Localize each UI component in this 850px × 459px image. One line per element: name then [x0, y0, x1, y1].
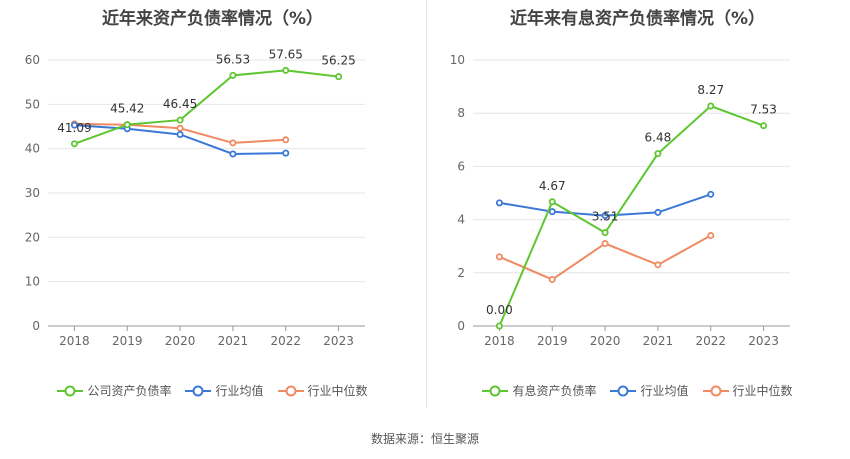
right-chart-panel: 近年来有息资产负债率情况（%） 0 2 4 6 8 10 2018 2019 2020 2021 2…: [425, 0, 850, 420]
legend-line-icon: [482, 385, 509, 396]
x-tick-label: 2020: [590, 334, 621, 348]
legend-item-company[interactable]: 有息资产负债率: [482, 382, 596, 399]
data-label: 57.65: [269, 47, 303, 61]
legend-line-icon: [185, 385, 212, 396]
data-point-company[interactable]: [760, 122, 768, 130]
data-label: 0.00: [486, 303, 513, 317]
legend-label: 行业中位数: [307, 384, 368, 398]
data-point-avg[interactable]: [176, 130, 184, 138]
data-label: 7.53: [750, 103, 777, 117]
x-tick-label: 2023: [748, 334, 779, 348]
legend-label: 行业均值: [640, 384, 689, 398]
left-chart-panel: 近年来资产负债率情况（%） 0 10 20 30 40 50 60 2018 2019 2020 2…: [0, 0, 425, 420]
x-tick-label: 2020: [165, 334, 196, 348]
series-line-company: [498, 104, 764, 327]
y-tick-label: 8: [457, 106, 465, 120]
data-source-text: 数据来源：恒生聚源: [370, 432, 479, 446]
legend-item-median[interactable]: 行业中位数: [702, 382, 793, 399]
legend-line-icon: [702, 385, 729, 396]
data-label: 41.09: [57, 121, 91, 135]
data-point-company[interactable]: [707, 102, 715, 110]
data-point-median[interactable]: [654, 261, 662, 269]
y-tick-label: 0: [457, 319, 465, 333]
y-tick-label: 10: [450, 53, 465, 67]
y-tick-label: 10: [25, 275, 40, 289]
y-tick-label: 4: [457, 213, 465, 227]
y-tick-label: 60: [25, 53, 40, 67]
data-point-median[interactable]: [601, 240, 609, 248]
data-label: 45.42: [110, 102, 144, 116]
y-tick-label: 0: [32, 319, 40, 333]
y-tick-label: 6: [457, 159, 465, 173]
data-point-company[interactable]: [601, 229, 609, 237]
data-point-company[interactable]: [123, 121, 131, 129]
data-point-median[interactable]: [282, 136, 290, 144]
data-point-company[interactable]: [548, 198, 556, 206]
legend-label: 有息资产负债率: [512, 384, 597, 398]
legend-label: 公司资产负债率: [87, 384, 172, 398]
data-label: 8.27: [697, 83, 724, 97]
data-point-median[interactable]: [176, 124, 184, 132]
x-tick-label: 2022: [695, 334, 726, 348]
data-point-median[interactable]: [229, 139, 237, 147]
data-label: 3.51: [592, 210, 619, 224]
legend-item-avg[interactable]: 行业均值: [185, 382, 264, 399]
data-label: 4.67: [539, 179, 566, 193]
data-point-avg[interactable]: [70, 121, 78, 129]
data-point-avg[interactable]: [601, 212, 609, 220]
x-tick-label: 2018: [484, 334, 515, 348]
legend-line-icon: [57, 385, 84, 396]
left-chart-plot: 0 10 20 30 40 50 60 2018 2019 2020 2021 2022 2023 41.…: [25, 47, 365, 348]
data-point-avg[interactable]: [707, 190, 715, 198]
legend-item-avg[interactable]: 行业均值: [610, 382, 689, 399]
x-tick-label: 2021: [218, 334, 249, 348]
right-chart-title: 近年来有息资产负债率情况（%）: [509, 9, 766, 29]
right-chart-legend: 有息资产负债率 行业均值 行业中位数: [425, 382, 850, 399]
legend-item-company[interactable]: 公司资产负债率: [57, 382, 171, 399]
y-tick-label: 30: [25, 186, 40, 200]
data-point-avg[interactable]: [654, 208, 662, 216]
data-label: 46.45: [163, 97, 197, 111]
data-point-median[interactable]: [548, 275, 556, 283]
legend-line-icon: [610, 385, 637, 396]
right-chart-plot: 0 2 4 6 8 10 2018 2019 2020 2021 2022 2023 0.00 4.67 3…: [450, 53, 790, 348]
legend-item-median[interactable]: 行业中位数: [277, 382, 368, 399]
x-tick-label: 2019: [537, 334, 568, 348]
data-point-avg[interactable]: [495, 199, 503, 207]
data-label: 6.48: [645, 131, 672, 145]
left-chart-legend: 公司资产负债率 行业均值 行业中位数: [0, 382, 425, 399]
y-tick-label: 50: [25, 97, 40, 111]
legend-line-icon: [277, 385, 304, 396]
x-tick-label: 2022: [270, 334, 301, 348]
data-point-company[interactable]: [176, 116, 184, 124]
data-point-avg[interactable]: [548, 208, 556, 216]
data-label: 56.53: [216, 52, 250, 66]
x-tick-label: 2018: [59, 334, 90, 348]
data-point-company[interactable]: [654, 150, 662, 158]
left-chart-title: 近年来资产负债率情况（%）: [101, 9, 324, 29]
data-point-median[interactable]: [495, 253, 503, 261]
x-tick-label: 2023: [323, 334, 354, 348]
data-label: 56.25: [321, 54, 355, 68]
x-tick-label: 2021: [643, 334, 674, 348]
data-point-avg[interactable]: [229, 150, 237, 158]
data-point-company[interactable]: [495, 322, 503, 330]
x-tick-label: 2019: [112, 334, 143, 348]
panel-divider: [426, 0, 427, 408]
y-tick-label: 20: [25, 230, 40, 244]
legend-label: 行业中位数: [732, 384, 793, 398]
data-point-company[interactable]: [229, 71, 237, 79]
data-point-avg[interactable]: [282, 149, 290, 157]
data-point-company[interactable]: [282, 66, 290, 74]
y-tick-label: 2: [457, 266, 465, 280]
data-point-company[interactable]: [335, 73, 343, 81]
legend-label: 行业均值: [215, 384, 264, 398]
data-point-company[interactable]: [70, 140, 78, 148]
y-tick-label: 40: [25, 142, 40, 156]
data-point-median[interactable]: [707, 232, 715, 240]
series-line-company: [74, 69, 339, 145]
